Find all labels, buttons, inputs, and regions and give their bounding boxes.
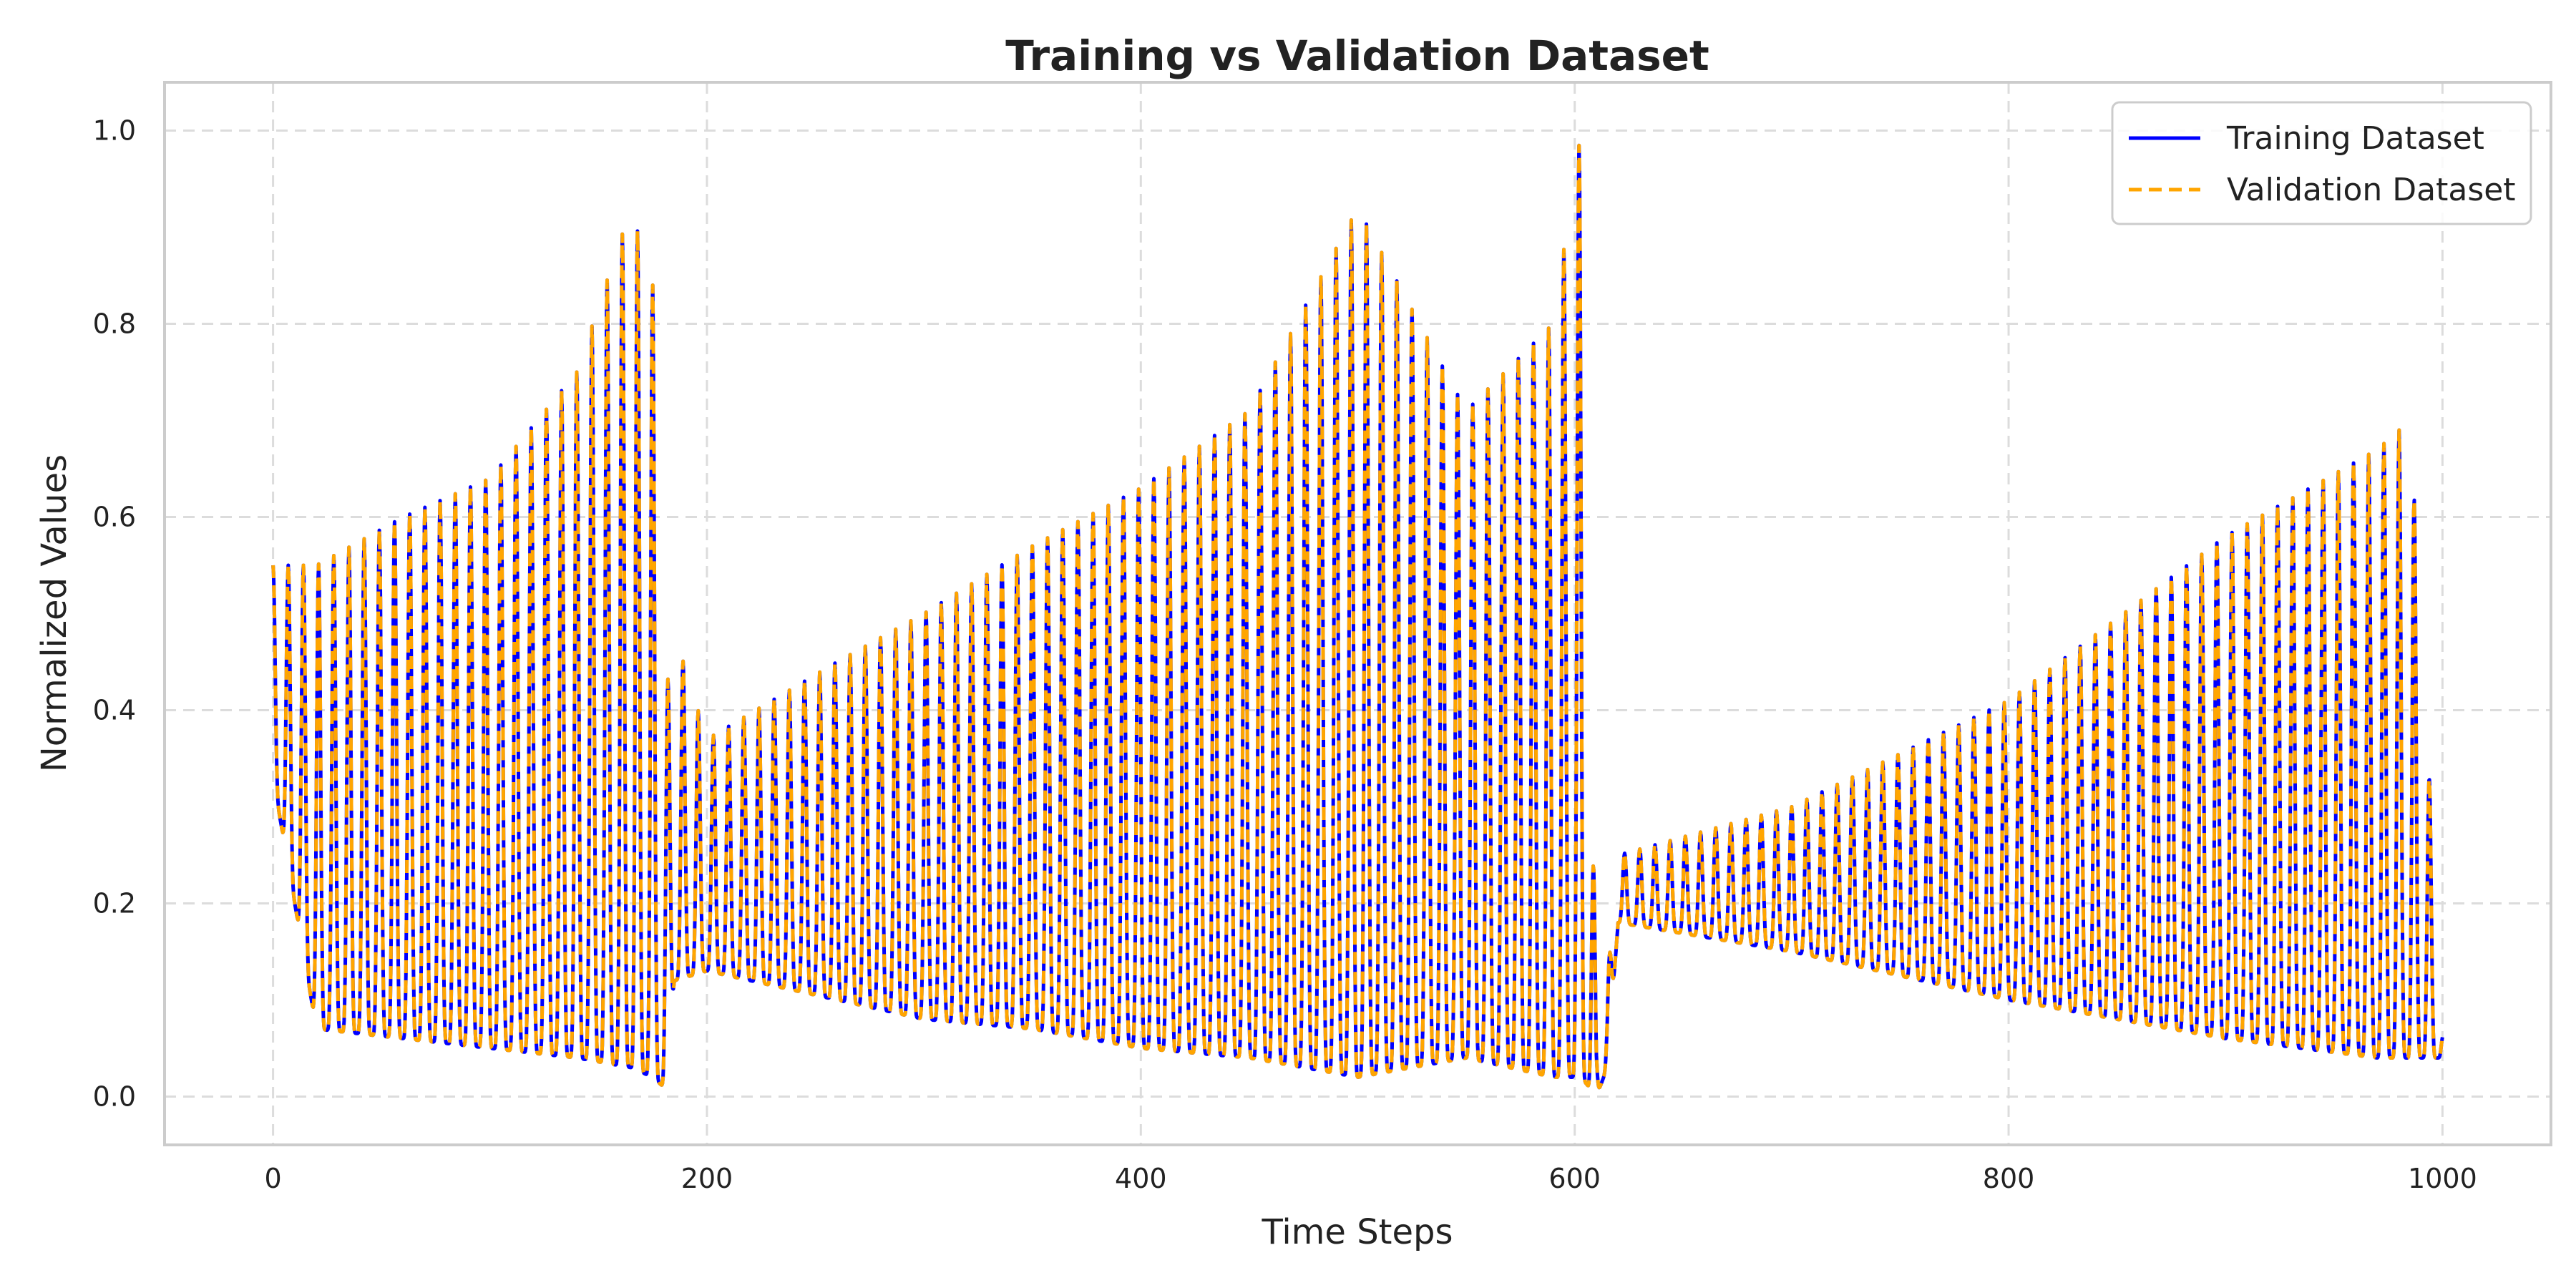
- y-axis-label: Normalized Values: [34, 454, 74, 772]
- x-tick-label: 200: [681, 1163, 733, 1194]
- x-tick-label: 800: [1983, 1163, 2035, 1194]
- y-tick-label: 0.8: [93, 308, 136, 340]
- legend-label-training: Training Dataset: [2226, 120, 2484, 157]
- x-tick-label: 600: [1548, 1163, 1601, 1194]
- legend-box: [2111, 101, 2532, 225]
- legend-label-validation: Validation Dataset: [2227, 172, 2516, 208]
- legend: Training Dataset Validation Dataset: [2111, 101, 2532, 225]
- tick-labels: 0 200 400 600 800 1000 0.0 0.2 0.4 0.6 0.8 1.0: [93, 115, 2477, 1195]
- series-validation-line: [271, 143, 2444, 1090]
- plot-frame: [163, 81, 2552, 1146]
- x-tick-label: 400: [1115, 1163, 1167, 1194]
- y-tick-label: 0.6: [93, 502, 136, 533]
- y-tick-label: 1.0: [93, 115, 136, 147]
- y-tick-label: 0.2: [93, 888, 136, 919]
- x-tick-label: 1000: [2408, 1163, 2477, 1194]
- plot-series: [271, 143, 2444, 1090]
- x-axis-label: Time Steps: [1261, 1212, 1453, 1252]
- y-tick-label: 0.4: [93, 695, 136, 726]
- x-tick-label: 0: [264, 1163, 281, 1194]
- y-tick-label: 0.0: [93, 1081, 136, 1113]
- chart-title: Training vs Validation Dataset: [1005, 31, 1709, 80]
